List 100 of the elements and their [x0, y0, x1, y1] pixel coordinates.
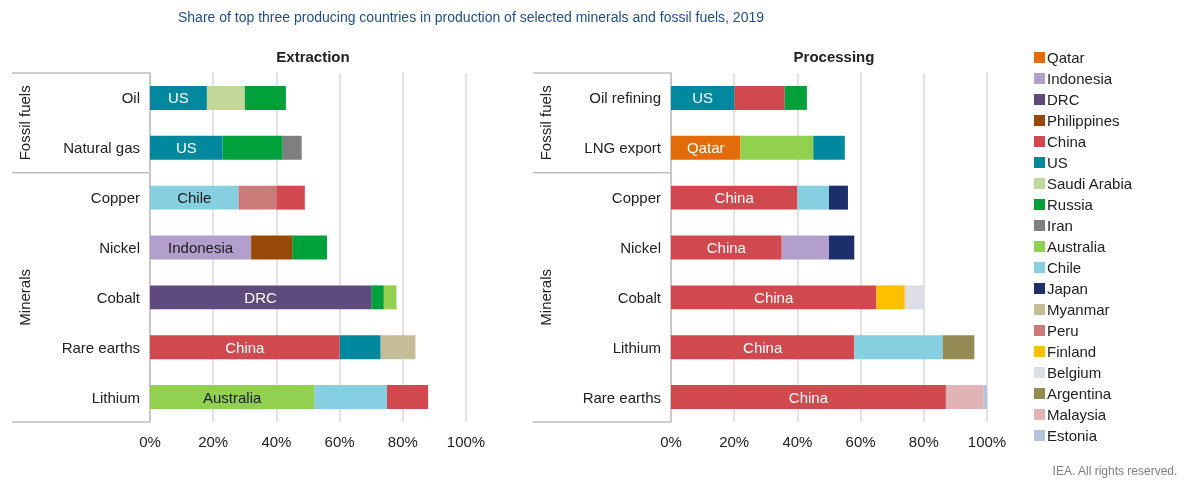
y-tick-label: Oil refining [589, 89, 661, 107]
legend-label: Malaysia [1047, 406, 1107, 423]
data-label: Qatar [687, 139, 725, 157]
y-tick-label: Rare earths [61, 338, 140, 356]
bar [387, 385, 429, 410]
bar [829, 235, 855, 260]
y-tick-label: Copper [90, 189, 140, 207]
bar [150, 185, 239, 210]
bar [854, 335, 943, 360]
legend-label: Chile [1047, 259, 1082, 276]
data-label: China [706, 239, 747, 256]
bar [671, 285, 877, 310]
bar [740, 135, 814, 160]
x-tick-label: 0% [660, 433, 682, 450]
legend-label: DRC [1047, 91, 1080, 108]
text: Minerals [15, 269, 33, 326]
bar [276, 185, 305, 210]
data-label: Chile [177, 189, 212, 207]
y-tick-label: Rare earths [582, 388, 661, 406]
bar [829, 185, 848, 210]
y-tick-label: Copper [611, 189, 661, 207]
bar [784, 85, 807, 110]
legend-label: US [1047, 154, 1068, 171]
x-tick-label: 100% [446, 433, 486, 450]
bar [983, 385, 987, 410]
bar [876, 285, 905, 310]
bar [282, 135, 302, 160]
bar [671, 335, 855, 360]
bar [671, 85, 735, 110]
x-tick-label: 40% [261, 433, 292, 450]
bar [150, 285, 372, 310]
data-label: US [692, 89, 714, 107]
bar [150, 135, 223, 160]
legend-label: Estonia [1047, 427, 1098, 444]
bar [945, 385, 984, 410]
x-tick-label: 20% [198, 433, 229, 450]
bar [251, 235, 293, 260]
bar [292, 235, 327, 260]
x-tick-label: 20% [719, 433, 750, 450]
x-tick-label: 80% [908, 433, 939, 450]
data-label: China [225, 338, 266, 356]
legend-label: Qatar [1047, 49, 1085, 66]
bar [314, 385, 387, 410]
bar [797, 185, 829, 210]
x-tick-label: 80% [387, 433, 418, 450]
bar [371, 285, 384, 310]
data-label: Indonesia [168, 239, 234, 256]
bar [206, 85, 245, 110]
bar [671, 185, 798, 210]
data-label: DRC [244, 288, 278, 306]
text: Fossil fuels [536, 85, 554, 161]
y-tick-label: Nickel [99, 239, 140, 256]
y-tick-label: Lithium [91, 388, 140, 406]
bar [383, 285, 397, 310]
text: Minerals [536, 269, 554, 326]
legend-label: Iran [1047, 217, 1073, 234]
bar [222, 135, 283, 160]
bar [380, 335, 416, 360]
chart-title: Share of top three producing countries in production of selected minerals and fossil fuels, 2019 [178, 9, 765, 25]
legend-label: Japan [1047, 280, 1088, 297]
legend-label: Philippines [1047, 112, 1120, 129]
bar [734, 85, 785, 110]
bar [150, 85, 207, 110]
bar [150, 385, 315, 410]
bar [339, 335, 381, 360]
data-label: China [714, 189, 755, 207]
x-tick-label: 60% [845, 433, 876, 450]
x-tick-label: 100% [967, 433, 1007, 450]
chart-title: Processing [793, 48, 875, 65]
legend-label: Australia [1047, 238, 1107, 255]
bar [813, 135, 845, 160]
legend-label: Indonesia [1047, 70, 1113, 87]
data-label: China [754, 288, 794, 306]
bar [781, 235, 829, 260]
data-label: China [743, 338, 783, 356]
legend-label: Myanmar [1047, 301, 1110, 318]
bar [238, 185, 277, 210]
y-tick-label: Cobalt [617, 288, 662, 306]
x-tick-label: 60% [324, 433, 355, 450]
x-tick-label: 40% [782, 433, 813, 450]
bar [671, 385, 946, 410]
text: IEA. All rights reserved. [1052, 464, 1178, 478]
bar [244, 85, 286, 110]
y-tick-label: Natural gas [63, 139, 140, 157]
y-tick-label: Nickel [620, 239, 661, 256]
chart-subtitle: Extraction [276, 48, 350, 65]
data-label: Australia [202, 388, 262, 406]
y-tick-label: Oil [121, 89, 140, 107]
legend-label: Peru [1047, 322, 1079, 339]
data-label: US [175, 139, 197, 157]
y-tick-label: Lithium [612, 338, 661, 356]
text: Fossil fuels [15, 85, 33, 161]
legend-label: Russia [1047, 196, 1094, 213]
bar [904, 285, 924, 310]
legend-label: Argentina [1047, 385, 1112, 402]
y-tick-label: Cobalt [96, 288, 141, 306]
data-label: China [788, 388, 829, 406]
y-tick-label: LNG export [584, 139, 662, 157]
bar [150, 335, 340, 360]
data-label: US [168, 89, 189, 107]
